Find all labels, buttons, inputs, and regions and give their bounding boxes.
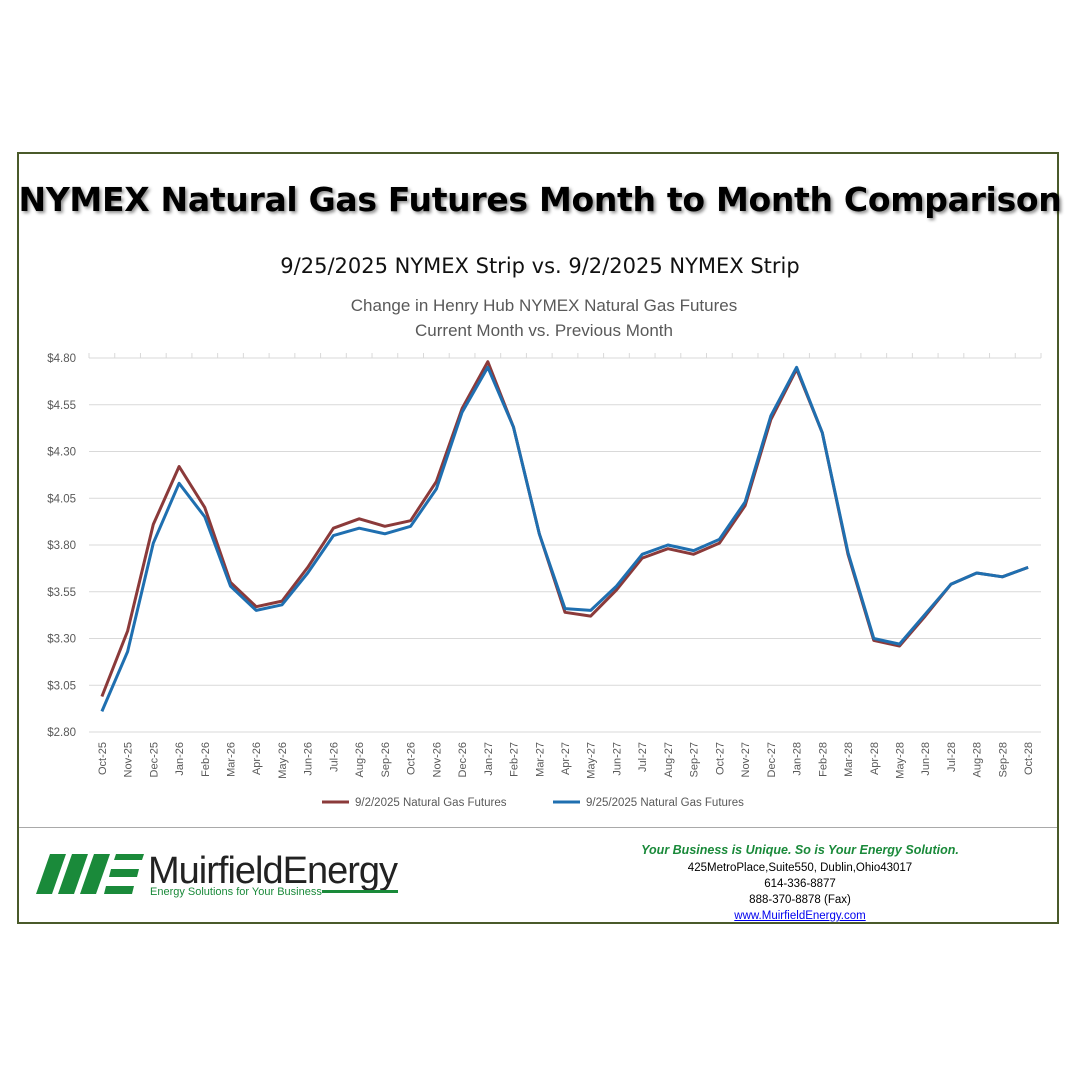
x-tick-label: Apr-28 — [869, 742, 881, 775]
x-tick-label: Mar-26 — [226, 742, 238, 777]
x-tick-label: Feb-26 — [200, 742, 212, 777]
series-line-1 — [100, 360, 1029, 698]
x-tick-label: Mar-28 — [843, 742, 855, 777]
y-tick-label: $4.05 — [47, 493, 76, 505]
series-lines — [100, 360, 1029, 712]
x-tick-label: Sep-26 — [380, 742, 392, 777]
contact-block: Your Business is Unique. So is Your Ener… — [560, 842, 1040, 924]
website-link[interactable]: www.MuirfieldEnergy.com — [734, 910, 866, 922]
chart-frame — [17, 152, 1059, 924]
logo-mark-icon — [36, 854, 144, 894]
x-tick-label: Dec-27 — [766, 742, 778, 777]
x-tick-label: May-26 — [277, 742, 289, 779]
x-tick-label: Jun-27 — [611, 742, 623, 776]
footer-divider — [19, 827, 1057, 828]
chart-subtitle: Current Month vs. Previous Month — [415, 321, 673, 340]
legend: 9/2/2025 Natural Gas Futures 9/25/2025 Na… — [322, 797, 744, 809]
phone: 614-336-8877 — [764, 878, 836, 890]
x-tick-label: Oct-27 — [714, 742, 726, 775]
x-tick-label: Oct-26 — [406, 742, 418, 775]
legend-label: 9/2/2025 Natural Gas Futures — [355, 797, 507, 809]
x-tick-label: Feb-28 — [817, 742, 829, 777]
page-title: NYMEX Natural Gas Futures Month to Month… — [18, 180, 1062, 219]
futures-line-chart: Change in Henry Hub NYMEX Natural Gas Fu… — [47, 296, 1042, 809]
strip-subtitle: 9/25/2025 NYMEX Strip vs. 9/2/2025 NYMEX… — [280, 254, 800, 278]
x-tick-label: Aug-26 — [354, 742, 366, 777]
series-line-2 — [100, 365, 1029, 712]
x-tick-label: Jun-28 — [920, 742, 932, 776]
fax: 888-370-8878 (Fax) — [749, 894, 851, 906]
y-tick-label: $3.05 — [47, 680, 76, 692]
x-tick-label: Nov-27 — [740, 742, 752, 777]
address: 425MetroPlace,Suite550, Dublin,Ohio43017 — [687, 862, 913, 874]
x-tick-label: Jan-26 — [174, 742, 186, 776]
x-tick-label: Apr-26 — [251, 742, 263, 775]
x-tick-label: Dec-26 — [457, 742, 469, 777]
chart-title: Change in Henry Hub NYMEX Natural Gas Fu… — [351, 296, 737, 315]
x-tick-label: Jan-28 — [792, 742, 804, 776]
x-tick-label: Mar-27 — [534, 742, 546, 777]
x-tick-label: Dec-25 — [148, 742, 160, 777]
x-tick-label: Jun-26 — [303, 742, 315, 776]
tagline: Your Business is Unique. So is Your Ener… — [641, 843, 959, 857]
x-tick-label: Feb-27 — [509, 742, 521, 777]
x-tick-label: Jul-26 — [328, 742, 340, 772]
legend-label: 9/25/2025 Natural Gas Futures — [586, 797, 744, 809]
x-tick-label: May-28 — [894, 742, 906, 779]
x-tick-label: May-27 — [586, 742, 598, 779]
x-tick-label: Jul-28 — [946, 742, 958, 772]
y-tick-label: $3.55 — [47, 587, 76, 599]
muirfield-logo: MuirfieldEnergy Energy Solutions for You… — [36, 850, 399, 898]
x-tick-label: Nov-25 — [123, 742, 135, 777]
y-tick-label: $4.55 — [47, 400, 76, 412]
x-tick-label: Nov-26 — [431, 742, 443, 777]
x-tick-label: Aug-27 — [663, 742, 675, 777]
y-tick-label: $4.30 — [47, 447, 76, 459]
x-tick-label: Jan-27 — [483, 742, 495, 776]
x-tick-label: Aug-28 — [972, 742, 984, 777]
y-tick-label: $3.80 — [47, 540, 76, 552]
x-tick-label: Oct-25 — [97, 742, 109, 775]
x-tick-label: Oct-28 — [1023, 742, 1035, 775]
y-tick-label: $3.30 — [47, 634, 76, 646]
y-tick-label: $4.80 — [47, 353, 76, 365]
y-axis: $2.80 $3.05 $3.30 $3.55 $3.80 $4.05 $4.30 $4.55… — [47, 353, 76, 739]
y-tick-label: $2.80 — [47, 727, 76, 739]
x-tick-label: Jul-27 — [637, 742, 649, 772]
logo-text: MuirfieldEnergy — [148, 850, 398, 892]
logo-tagline: Energy Solutions for Your Business — [150, 886, 322, 898]
x-axis: Oct-25 Nov-25 Dec-25 Jan-26 Feb-26 Mar-26 Apr-… — [88, 353, 1042, 779]
grid-lines — [89, 357, 1041, 733]
x-tick-label: Sep-28 — [997, 742, 1009, 777]
x-tick-label: Sep-27 — [689, 742, 701, 777]
x-tick-label: Apr-27 — [560, 742, 572, 775]
logo-underline — [322, 890, 398, 893]
